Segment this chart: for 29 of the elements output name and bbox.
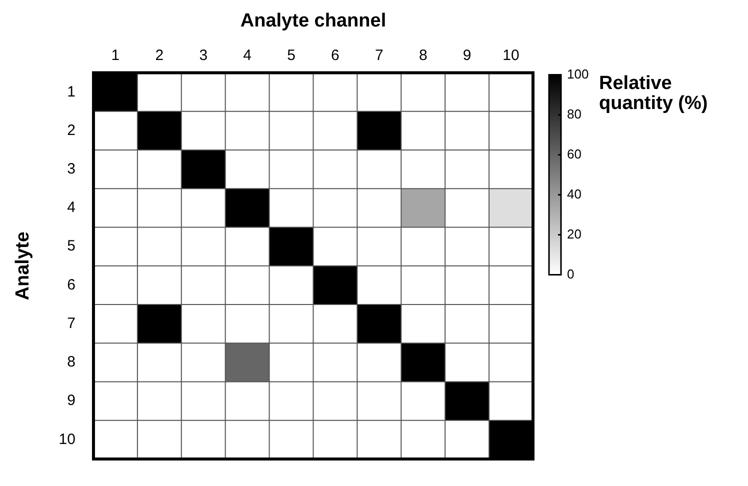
color-bar-title: Relative quantity (%)	[599, 72, 708, 114]
y-tick-label: 1	[67, 83, 76, 100]
x-tick-label: 1	[111, 46, 120, 64]
x-tick-label: 3	[199, 46, 208, 64]
y-tick-label: 7	[67, 314, 76, 332]
x-tick-label: 9	[462, 46, 472, 64]
color-bar-label: 40	[567, 186, 582, 202]
y-tick-label: 5	[67, 238, 76, 255]
x-tick-label: 10	[502, 46, 520, 64]
x-tick-label: 7	[375, 46, 384, 64]
color-bar-label: 0	[567, 266, 574, 282]
y-tick-label: 2	[67, 122, 76, 139]
color-bar-label: 20	[567, 226, 582, 242]
y-tick-label: 10	[58, 430, 76, 448]
color-bar-label: 80	[567, 106, 582, 122]
color-bar-label: 60	[567, 146, 582, 162]
x-tick-label: 4	[243, 46, 252, 64]
x-tick-label: 2	[155, 46, 164, 64]
y-axis-title: Analyte	[12, 232, 34, 300]
y-tick-label: 9	[67, 392, 76, 410]
y-tick-label: 3	[67, 160, 76, 178]
y-tick-label: 6	[67, 276, 76, 294]
x-axis-title: Analyte channel	[240, 10, 386, 32]
color-bar-label: 100	[567, 66, 589, 82]
x-tick-label: 8	[418, 46, 428, 64]
y-tick-label: 8	[67, 354, 76, 371]
x-tick-label: 5	[287, 46, 296, 64]
y-tick-label: 4	[67, 199, 76, 216]
x-tick-label: 6	[331, 46, 340, 64]
